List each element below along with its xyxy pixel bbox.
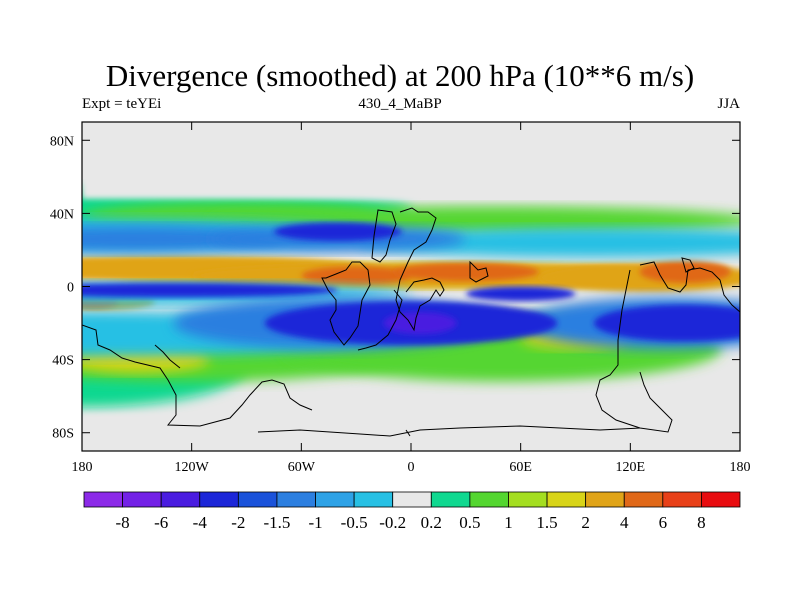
colorbar-label-12: 2 (581, 513, 590, 532)
y-tick-label-4: 80S (52, 427, 74, 442)
field-contour-neg-max-ae (383, 312, 457, 335)
colorbar-swatch-5 (276, 491, 316, 508)
coastline-africa (321, 261, 371, 346)
colorbar-swatch-13 (585, 491, 625, 508)
field-contour-pos-strong-q (639, 260, 731, 283)
colorbar-label-7: -0.2 (379, 513, 406, 532)
colorbar-swatch-11 (508, 491, 548, 508)
axis-ticks: 180 120W 60W 0 60E 120E 180 80N 40N 0 40S 80S (50, 122, 751, 475)
colorbar: -8 -6 -4 -2 -1.5 -1 -0.5 -0.2 0.2 0.5 1 1.5 2 4 6 8 (83, 491, 741, 532)
y-tick-label-3: 40S (52, 354, 74, 369)
colorbar-label-0: -8 (116, 513, 130, 532)
colorbar-label-8: 0.2 (421, 513, 442, 532)
colorbar-label-5: -1 (308, 513, 322, 532)
colorbar-swatch-3 (199, 491, 239, 508)
field-contour-pos-strong-n (301, 266, 412, 285)
colorbar-swatch-4 (237, 491, 278, 508)
coastline-antarctica-edge (405, 429, 411, 437)
coastline-asia-east (469, 260, 489, 283)
colorbar-label-15: 8 (697, 513, 706, 532)
colorbar-swatch-14 (623, 491, 664, 508)
coastline-maritime (595, 269, 673, 433)
colorbar-swatch-8 (392, 491, 432, 508)
x-tick-label-6: 180 (730, 460, 751, 475)
colorbar-swatch-7 (353, 491, 394, 508)
colorbar-label-14: 6 (659, 513, 668, 532)
field-contour-neg-strong-ad (465, 286, 576, 302)
subtitle-experiment: Expt = teYEi (82, 96, 162, 112)
subtitle-case: 430_4_MaBP (358, 96, 442, 112)
coastlines (82, 207, 740, 437)
field-contour-neg-strong-ac (593, 304, 740, 342)
colorbar-swatch-1 (122, 491, 162, 508)
colorbar-swatch-2 (160, 491, 201, 508)
colorbar-label-13: 4 (620, 513, 629, 532)
subtitle-season: JJA (717, 96, 740, 112)
colorbar-label-6: -0.5 (341, 513, 368, 532)
colorbar-label-1: -6 (154, 513, 168, 532)
y-tick-label-2: 0 (67, 281, 74, 296)
colorbar-swatch-6 (315, 491, 355, 508)
x-tick-label-5: 120E (616, 460, 646, 475)
colorbar-label-2: -4 (193, 513, 208, 532)
x-tick-label-4: 60E (509, 460, 532, 475)
colorbar-label-9: 0.5 (459, 513, 480, 532)
y-tick-label-1: 40N (50, 207, 74, 222)
field-contour-pos-strong-o (392, 262, 539, 281)
colorbar-swatch-12 (546, 491, 587, 508)
field-contour-neg-strong-z (82, 282, 338, 298)
coastline-antarctica (257, 425, 641, 437)
colorbar-swatch-10 (469, 491, 509, 508)
coastline-australia (639, 261, 740, 313)
x-tick-label-2: 60W (288, 460, 316, 475)
colorbar-label-4: -1.5 (263, 513, 290, 532)
colorbar-swatch-15 (662, 491, 702, 508)
field-blobs (82, 122, 740, 451)
colorbar-label-11: 1.5 (536, 513, 557, 532)
coastline-eurasia (395, 207, 445, 332)
x-tick-label-0: 180 (72, 460, 93, 475)
colorbar-swatch-9 (430, 491, 471, 508)
y-tick-label-0: 80N (50, 134, 74, 149)
coastline-americas (82, 324, 313, 427)
coastline-central-america (154, 344, 181, 369)
x-tick-label-3: 0 (408, 460, 415, 475)
coastline-europe (371, 209, 397, 263)
coastline-pacific-island (681, 257, 695, 273)
colorbar-label-3: -2 (231, 513, 245, 532)
chart-title: Divergence (smoothed) at 200 hPa (10**6 … (105, 58, 695, 93)
colorbar-swatch-16 (701, 491, 741, 508)
coastline-arabia (357, 289, 403, 351)
colorbar-label-10: 1 (504, 513, 513, 532)
colorbar-swatch-0 (83, 491, 123, 508)
field-neutral-north (82, 122, 740, 199)
field-contour-neg-strong-ab (273, 222, 402, 241)
x-tick-label-1: 120W (175, 460, 210, 475)
map-field (82, 122, 740, 451)
